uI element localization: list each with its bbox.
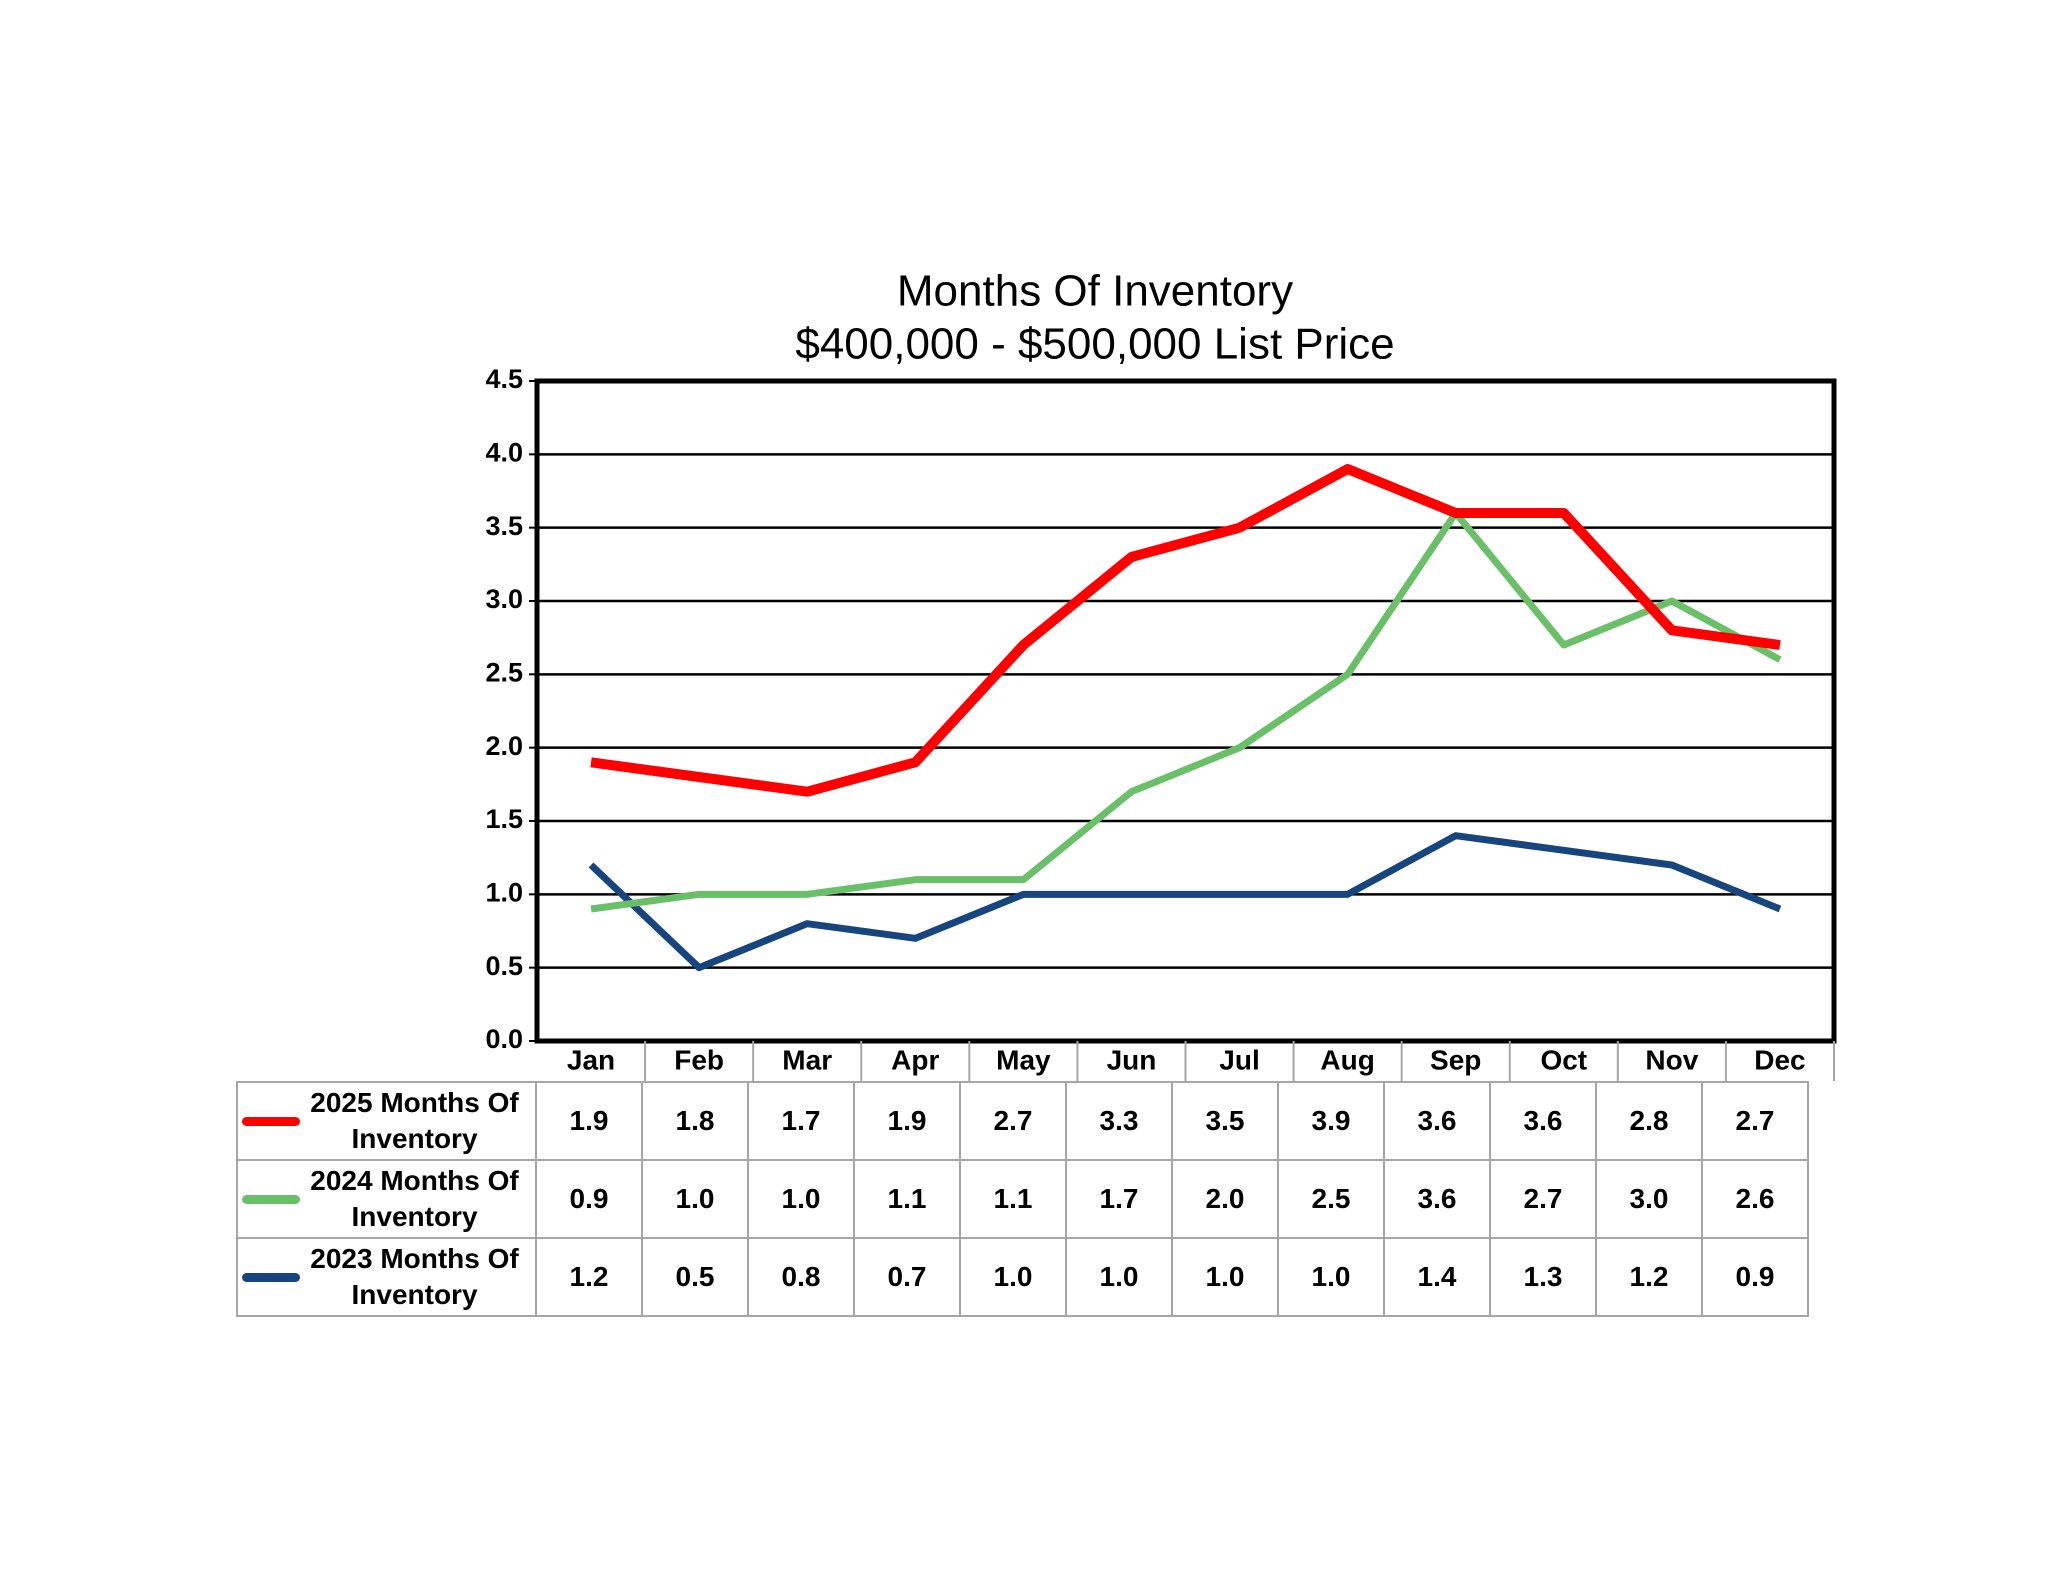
y-tick-label: 2.0 [485,731,523,761]
x-tick-label: Jan [567,1044,615,1075]
table-value: 1.1 [959,1159,1067,1239]
table-value: 3.5 [1171,1081,1279,1161]
table-row: 2024 Months Of Inventory 0.9 1.0 1.0 1.1 1.1 1… [236,1159,1809,1239]
table-value: 3.9 [1277,1081,1385,1161]
table-value: 0.9 [535,1159,643,1239]
table-value: 0.9 [1701,1237,1809,1317]
table-value: 0.8 [747,1237,855,1317]
y-tick-label: 2.5 [485,657,523,687]
y-tick-label: 0.0 [485,1024,523,1054]
table-value: 1.0 [1065,1237,1173,1317]
y-tick-label: 0.5 [485,951,523,981]
table-value: 2.6 [1701,1159,1809,1239]
x-tick-label: Aug [1320,1044,1374,1075]
table-value: 2.7 [1489,1159,1597,1239]
table-value: 2.0 [1171,1159,1279,1239]
chart-subtitle: $400,000 - $500,000 List Price [795,320,1394,369]
legend-cell: 2024 Months Of Inventory [236,1159,537,1239]
table-value: 1.4 [1383,1237,1491,1317]
series-line [590,509,1782,913]
chart-title: Months Of Inventory [897,267,1293,316]
x-tick-label: May [996,1044,1051,1075]
table-value: 2.7 [1701,1081,1809,1161]
data-table: 2025 Months Of Inventory 1.9 1.8 1.7 1.9 2.7 3… [236,1081,1809,1317]
table-row: 2025 Months Of Inventory 1.9 1.8 1.7 1.9 2.7 3… [236,1081,1809,1161]
table-value: 1.9 [853,1081,961,1161]
y-tick-label: 4.5 [485,364,523,394]
legend-label: 2025 Months Of Inventory [310,1087,519,1154]
y-tick-label: 3.0 [485,584,523,614]
plot-frame [534,378,1837,1044]
table-value: 1.7 [747,1081,855,1161]
table-value: 3.0 [1595,1159,1703,1239]
x-tick-label: Feb [674,1044,724,1075]
x-tick-label: Dec [1754,1044,1805,1075]
y-tick-label: 3.5 [485,511,523,541]
x-tick-label: Mar [782,1044,832,1075]
table-value: 1.0 [959,1237,1067,1317]
table-value: 1.2 [535,1237,643,1317]
legend-label: 2023 Months Of Inventory [310,1243,519,1310]
table-value: 1.0 [747,1159,855,1239]
legend-cell: 2023 Months Of Inventory [236,1237,537,1317]
legend-entry: 2025 Months Of Inventory [238,1083,535,1159]
legend-entry: 2023 Months Of Inventory [238,1239,535,1315]
legend-label: 2024 Months Of Inventory [310,1165,519,1232]
table-value: 3.6 [1489,1081,1597,1161]
y-tick-label: 1.5 [485,804,523,834]
table-value: 0.7 [853,1237,961,1317]
series-line [590,464,1781,797]
x-tick-label: Jun [1107,1044,1157,1075]
table-value: 1.9 [535,1081,643,1161]
table-value: 2.5 [1277,1159,1385,1239]
x-tick-label: Apr [891,1044,939,1075]
table-value: 1.0 [641,1159,749,1239]
table-value: 2.8 [1595,1081,1703,1161]
legend-swatch [242,1194,300,1204]
legend-swatch [242,1116,300,1126]
y-tick-label: 1.0 [485,877,523,907]
table-value: 3.3 [1065,1081,1173,1161]
table-value: 1.8 [641,1081,749,1161]
table-value: 1.0 [1171,1237,1279,1317]
legend-entry: 2024 Months Of Inventory [238,1161,535,1237]
x-tick-label: Oct [1540,1044,1587,1075]
x-tick-label: Jul [1219,1044,1259,1075]
table-value: 1.1 [853,1159,961,1239]
legend-swatch [242,1272,300,1282]
table-row: 2023 Months Of Inventory 1.2 0.5 0.8 0.7 1.0 1… [236,1237,1809,1317]
table-value: 1.2 [1595,1237,1703,1317]
table-value: 1.0 [1277,1237,1385,1317]
table-value: 1.3 [1489,1237,1597,1317]
table-value: 3.6 [1383,1159,1491,1239]
y-tick-label: 4.0 [485,437,523,467]
series-line [588,832,1782,972]
legend-cell: 2025 Months Of Inventory [236,1081,537,1161]
table-value: 0.5 [641,1237,749,1317]
table-value: 1.7 [1065,1159,1173,1239]
table-value: 2.7 [959,1081,1067,1161]
x-tick-label: Nov [1645,1044,1698,1075]
x-tick-label: Sep [1430,1044,1481,1075]
table-value: 3.6 [1383,1081,1491,1161]
